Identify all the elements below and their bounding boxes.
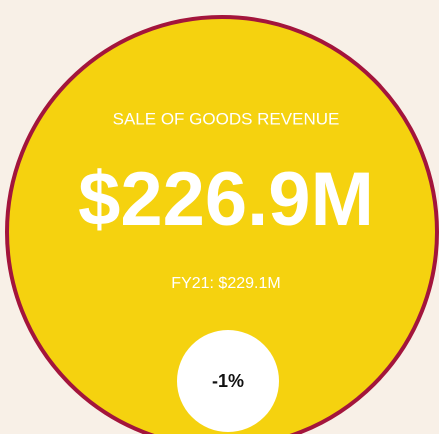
kpi-title: SALE OF GOODS REVENUE xyxy=(113,109,340,128)
kpi-comparison: FY21: $229.1M xyxy=(171,275,280,292)
change-badge xyxy=(177,330,279,432)
kpi-value: $226.9M xyxy=(78,157,374,242)
kpi-circle xyxy=(5,15,439,434)
kpi-change: -1% xyxy=(212,371,244,391)
